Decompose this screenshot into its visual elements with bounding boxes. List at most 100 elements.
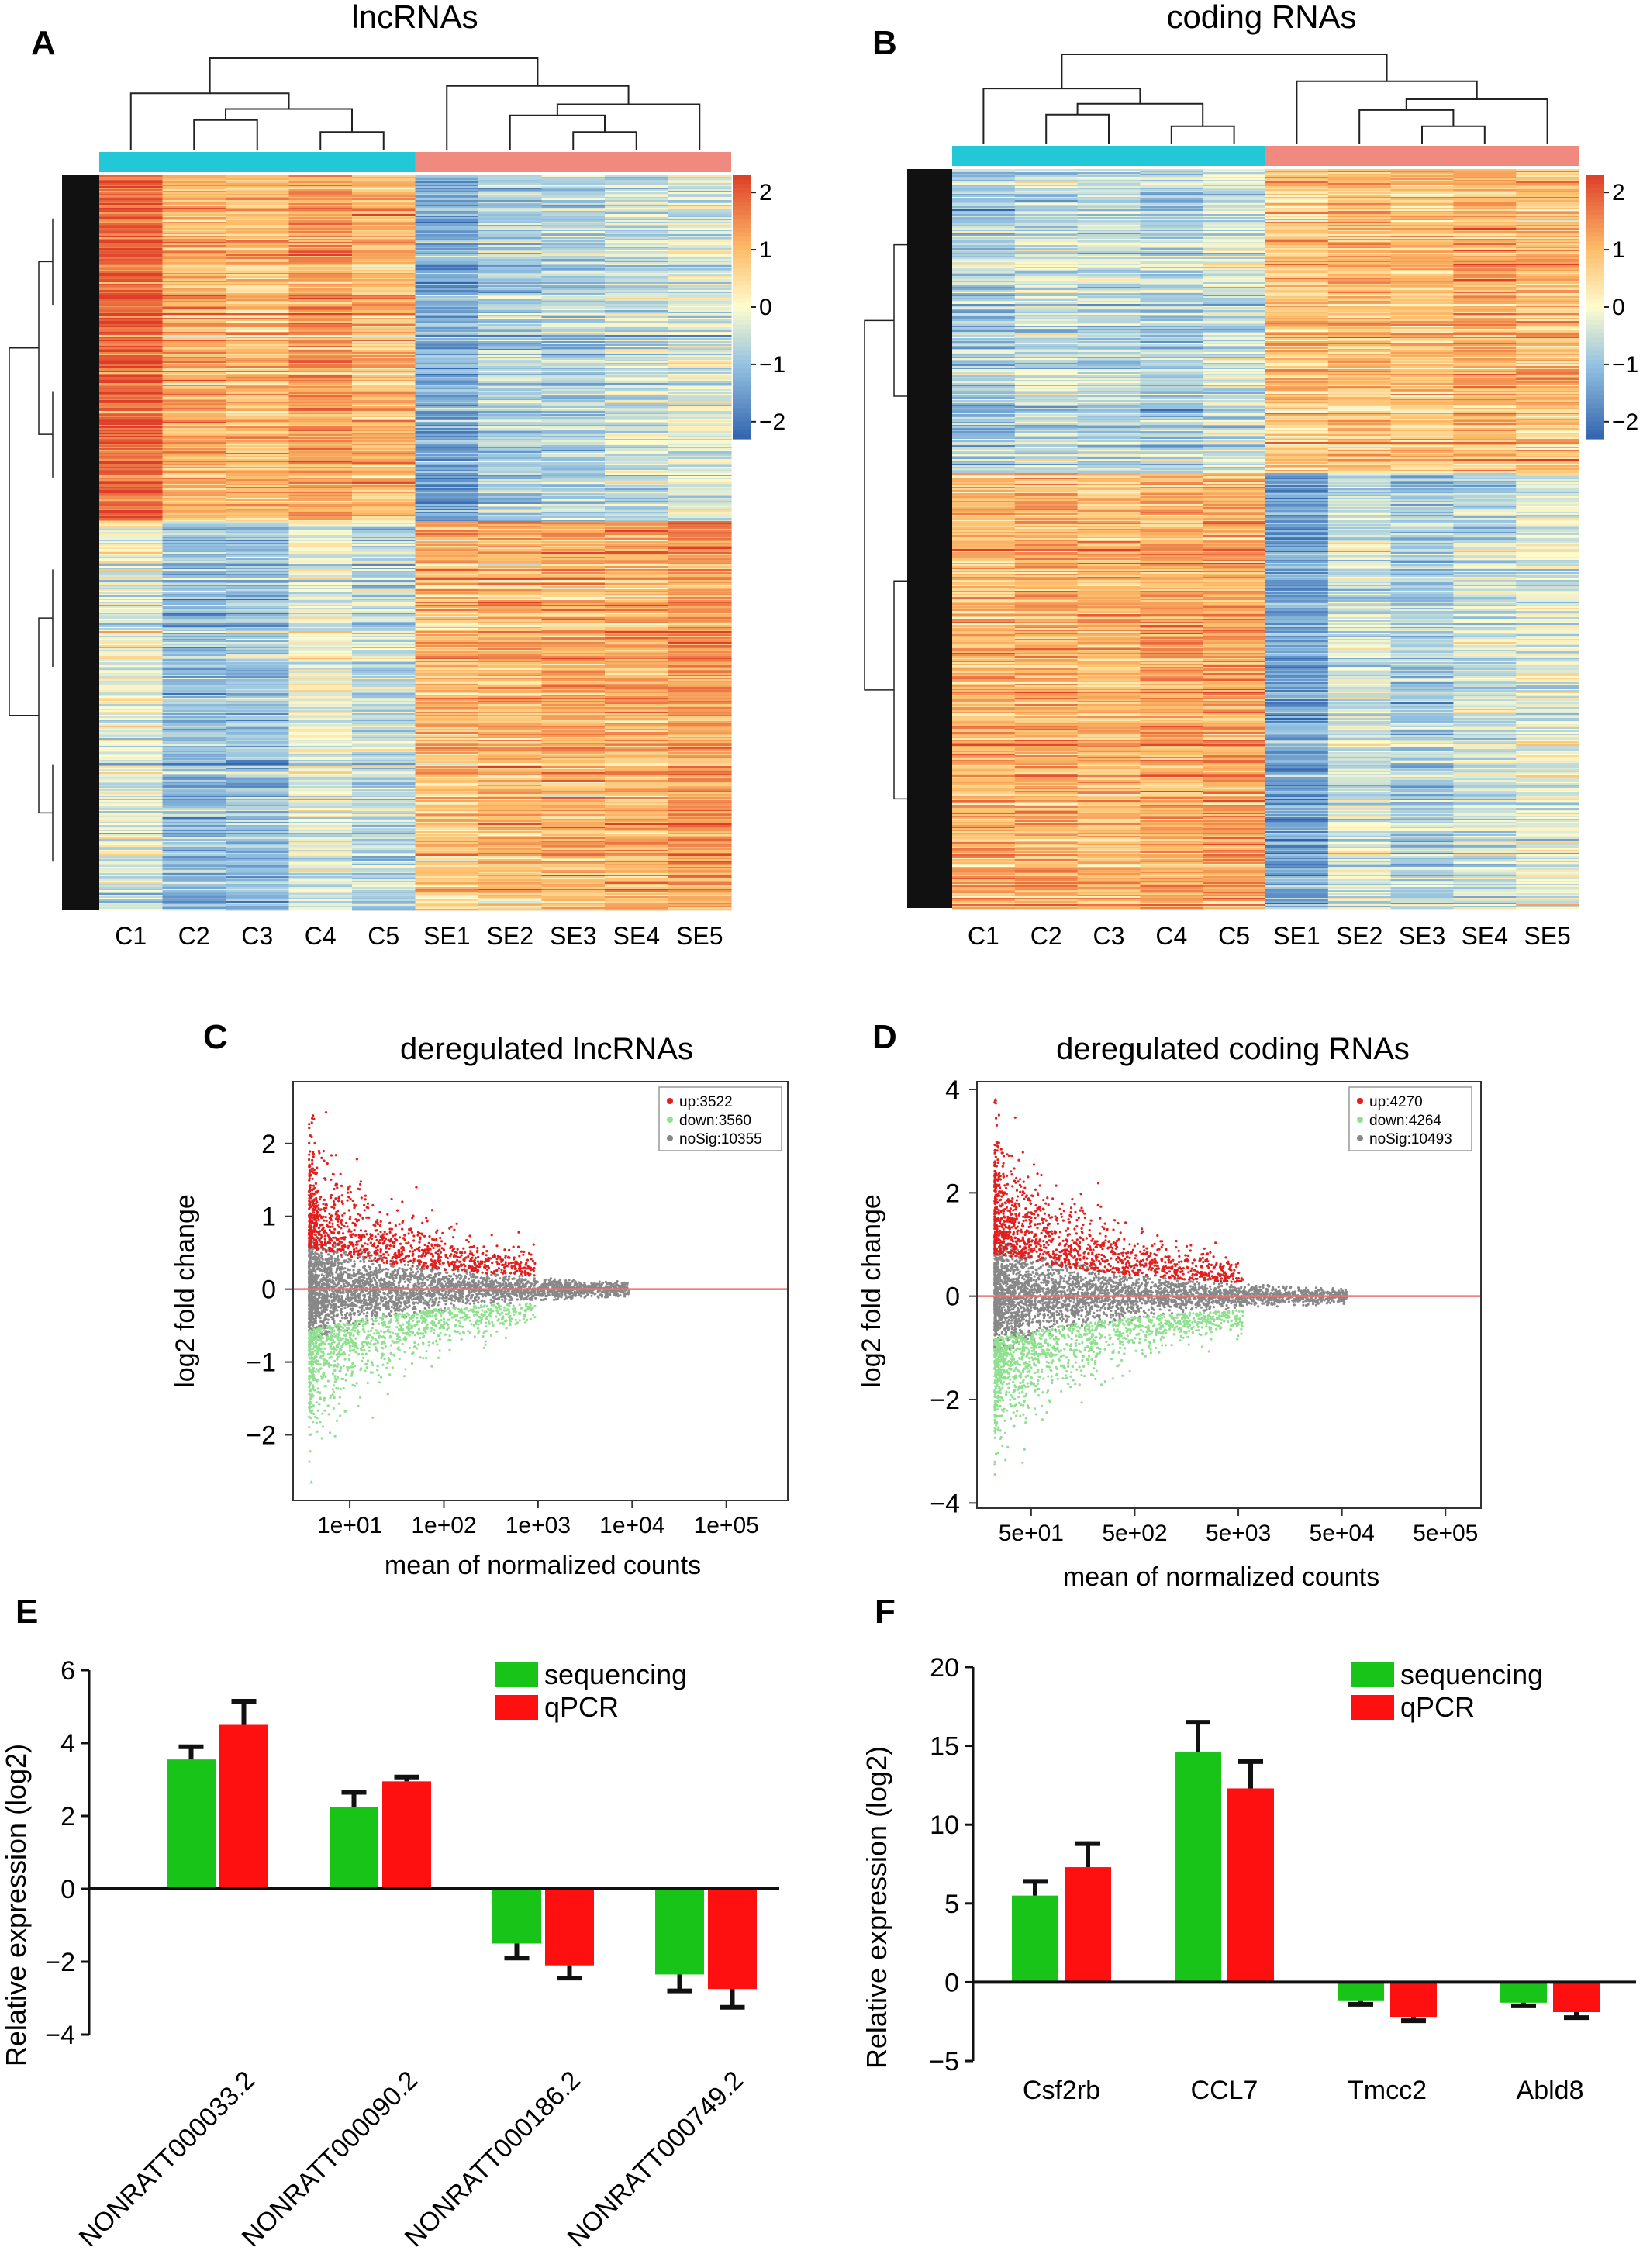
- heatmap-cell: [226, 274, 290, 277]
- heatmap-cell: [668, 247, 732, 249]
- column-label: C5: [368, 922, 399, 950]
- heatmap-cell: [99, 245, 164, 247]
- heatmap-cell: [605, 186, 669, 188]
- heatmap-cell: [605, 237, 669, 240]
- heatmap-cell: [541, 323, 606, 325]
- heatmap-cell: [668, 188, 732, 190]
- heatmap-cell: [352, 240, 416, 243]
- heatmap-cell: [162, 271, 226, 274]
- heatmap-cell: [352, 268, 416, 271]
- heatmap-cell: [288, 219, 353, 221]
- heatmap-cell: [99, 909, 164, 911]
- heatmap-cell: [415, 192, 479, 195]
- heatmap-cell: [478, 186, 543, 188]
- heatmap-cell: [415, 313, 479, 316]
- heatmap-cell: [226, 220, 290, 223]
- heatmap-cell: [352, 274, 416, 277]
- heatmap-cell: [668, 292, 732, 294]
- heatmap-cell: [162, 309, 226, 311]
- colorbar: [733, 175, 751, 440]
- heatmap-cell: [668, 313, 732, 316]
- heatmap-cell: [668, 239, 732, 241]
- heatmap-cell: [415, 254, 479, 257]
- heatmap-cell: [352, 306, 416, 308]
- heatmap-cell: [478, 225, 543, 227]
- group-color-bar: [952, 146, 1579, 166]
- heatmap-cell: [226, 195, 290, 198]
- heatmap-cell: [541, 228, 606, 230]
- heatmap-cell: [288, 180, 353, 182]
- heatmap-cell: [352, 223, 416, 226]
- heatmap-cell: [162, 253, 226, 255]
- heatmap-cell: [162, 237, 226, 240]
- heatmap-cell: [99, 281, 164, 283]
- heatmap-cell: [288, 200, 353, 202]
- heatmap-cell: [99, 236, 164, 238]
- heatmap-cell: [541, 321, 606, 323]
- heatmap-cell: [288, 279, 353, 281]
- heatmap-cell: [668, 257, 732, 260]
- heatmap-cell: [162, 281, 226, 283]
- heatmap-cell: [668, 194, 732, 196]
- heatmap-cell: [668, 285, 732, 288]
- heatmap-cell: [541, 189, 606, 192]
- heatmap-cell: [478, 177, 543, 179]
- heatmap-cell: [605, 191, 669, 193]
- heatmap-cell: [352, 192, 416, 195]
- heatmap-cell: [668, 279, 732, 281]
- heatmap-cell: [668, 281, 732, 283]
- heatmap-cells: [952, 169, 1579, 910]
- heatmap-cell: [162, 257, 226, 260]
- heatmap-cell: [352, 323, 416, 325]
- heatmap-cell: [668, 195, 732, 198]
- heatmap-cell: [541, 292, 606, 294]
- heatmap-cell: [541, 220, 606, 223]
- heatmap-cell: [162, 247, 226, 249]
- heatmap-cell: [288, 206, 353, 209]
- panel-a-letter: A: [31, 24, 56, 62]
- heatmap-cell: [288, 212, 353, 215]
- heatmap-cell: [541, 239, 606, 241]
- heatmap-cell: [226, 273, 290, 275]
- heatmap-cell: [288, 326, 353, 328]
- heatmap-cell: [352, 295, 416, 297]
- heatmap-cells: [99, 175, 732, 911]
- heatmap-cell: [478, 175, 543, 178]
- heatmap-cell: [288, 198, 353, 201]
- heatmap-cell: [288, 265, 353, 268]
- heatmap-cell: [415, 234, 479, 236]
- heatmap-cell: [541, 257, 606, 260]
- heatmap-cell: [288, 310, 353, 312]
- heatmap-cell: [352, 909, 416, 911]
- heatmap-cell: [415, 285, 479, 288]
- colorbar-segment: [733, 421, 751, 426]
- heatmap-cell: [99, 222, 164, 224]
- heatmap-cell: [226, 299, 290, 302]
- heatmap-cell: [288, 247, 353, 249]
- heatmap-cell: [162, 268, 226, 271]
- heatmap-cell: [162, 230, 226, 232]
- heatmap-cell: [226, 242, 290, 244]
- heatmap-cell: [226, 245, 290, 247]
- heatmap-cell: [668, 909, 732, 911]
- heatmap-cell: [99, 271, 164, 274]
- heatmap-cell: [288, 306, 353, 308]
- heatmap-cell: [162, 288, 226, 291]
- heatmap-cell: [226, 240, 290, 243]
- heatmap-cell: [162, 264, 226, 266]
- heatmap-cell: [415, 304, 479, 306]
- heatmap-cell: [99, 250, 164, 252]
- heatmap-cell: [605, 261, 669, 263]
- heatmap-cell: [415, 216, 479, 218]
- heatmap-cell: [99, 197, 164, 199]
- heatmap-cell: [605, 281, 669, 283]
- heatmap-cell: [226, 268, 290, 271]
- heatmap-cell: [162, 324, 226, 326]
- heatmap-cell: [226, 234, 290, 236]
- heatmap-cell: [605, 233, 669, 235]
- heatmap-cell: [352, 298, 416, 300]
- heatmap-cell: [668, 318, 732, 320]
- heatmap-cell: [352, 189, 416, 192]
- heatmap-cell: [541, 259, 606, 261]
- heatmap-cell: [162, 212, 226, 215]
